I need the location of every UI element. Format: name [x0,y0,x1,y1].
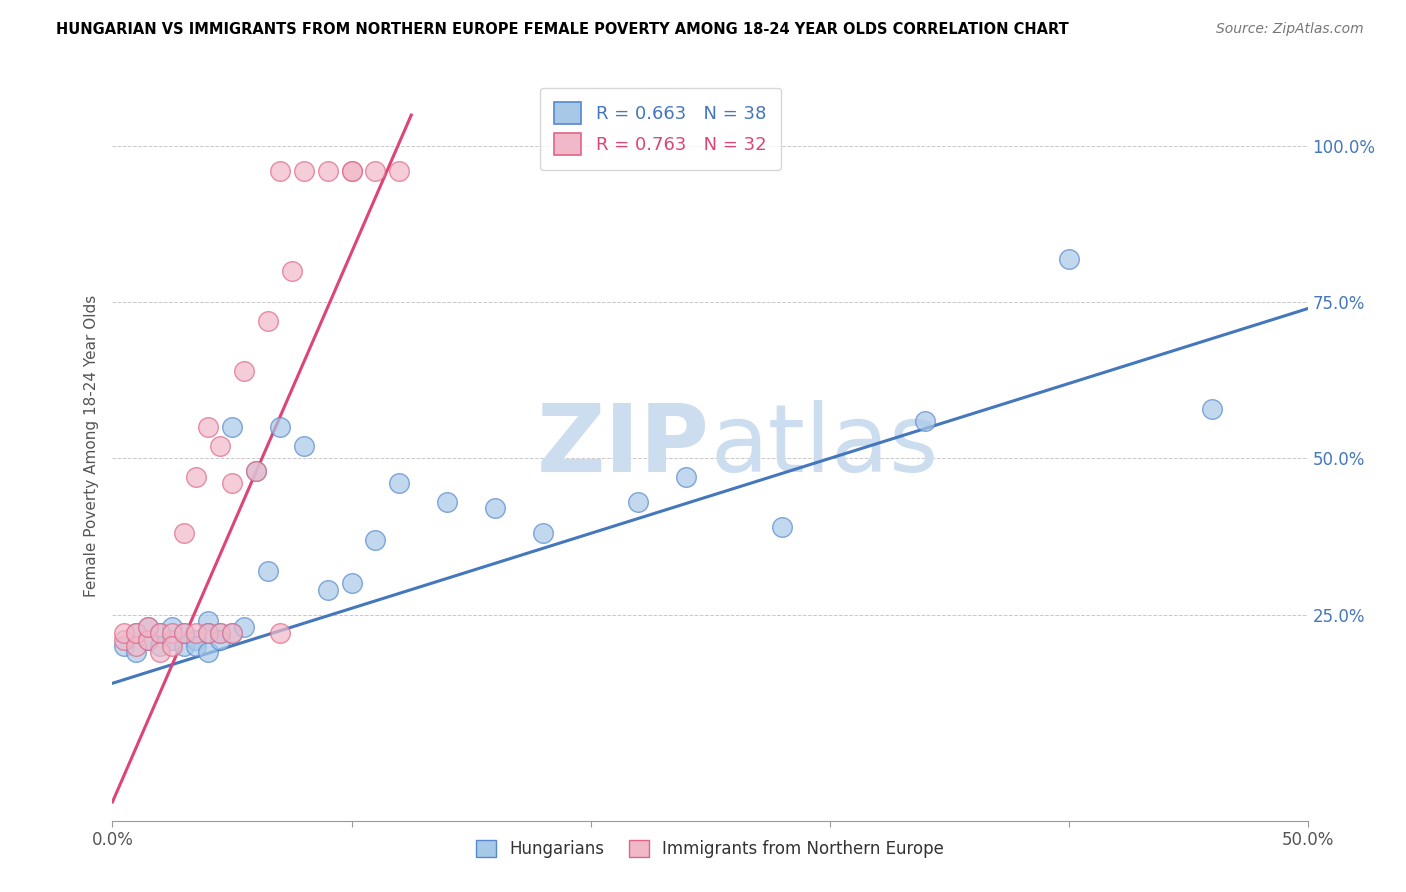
Point [675,470,697,484]
Point [149,645,172,659]
Point [269,626,291,640]
Point [197,626,219,640]
Point [364,164,387,178]
Point [221,626,243,640]
Point [257,314,280,328]
Point [233,620,256,634]
Point [436,495,458,509]
Point [162,632,183,647]
Point [125,645,148,659]
Point [221,420,243,434]
Point [197,614,219,628]
Point [186,470,208,484]
Point [149,626,172,640]
Point [162,639,183,653]
Point [364,533,387,547]
Point [257,564,280,578]
Point [388,476,411,491]
Point [209,626,232,640]
Point [149,639,172,653]
Point [281,264,304,278]
Point [770,520,793,534]
Legend: Hungarians, Immigrants from Northern Europe: Hungarians, Immigrants from Northern Eur… [470,833,950,864]
Point [114,639,135,653]
Point [138,620,160,634]
Point [914,414,936,428]
Point [173,626,195,640]
Point [292,164,315,178]
Point [125,626,148,640]
Point [114,632,135,647]
Point [340,164,363,178]
Point [269,420,291,434]
Point [316,582,339,597]
Text: HUNGARIAN VS IMMIGRANTS FROM NORTHERN EUROPE FEMALE POVERTY AMONG 18-24 YEAR OLD: HUNGARIAN VS IMMIGRANTS FROM NORTHERN EU… [56,22,1069,37]
Point [292,439,315,453]
Text: Source: ZipAtlas.com: Source: ZipAtlas.com [1216,22,1364,37]
Point [138,620,160,634]
Point [1057,252,1080,266]
Point [138,632,160,647]
Point [269,164,291,178]
Point [209,439,232,453]
Point [388,164,411,178]
Point [197,626,219,640]
Point [340,576,363,591]
Text: ZIP: ZIP [537,400,710,492]
Point [197,645,219,659]
Point [125,639,148,653]
Point [221,626,243,640]
Point [209,632,232,647]
Point [316,164,339,178]
Point [531,526,554,541]
Point [162,620,183,634]
Point [149,626,172,640]
Point [186,632,208,647]
Point [186,626,208,640]
Point [138,632,160,647]
Text: atlas: atlas [710,400,938,492]
Point [125,626,148,640]
Point [114,626,135,640]
Point [173,626,195,640]
Point [162,626,183,640]
Point [209,626,232,640]
Point [1201,401,1223,416]
Point [173,639,195,653]
Point [173,526,195,541]
Point [627,495,650,509]
Point [197,420,219,434]
Y-axis label: Female Poverty Among 18-24 Year Olds: Female Poverty Among 18-24 Year Olds [83,295,98,597]
Point [186,639,208,653]
Point [245,464,267,478]
Point [245,464,267,478]
Point [221,476,243,491]
Point [484,501,506,516]
Point [340,164,363,178]
Point [233,364,256,378]
